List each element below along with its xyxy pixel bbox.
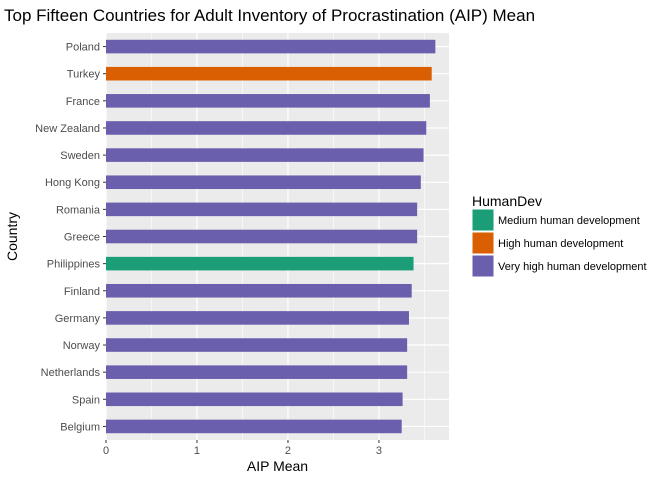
legend-title: HumanDev	[472, 193, 542, 209]
bar-norway	[106, 338, 408, 352]
y-tick-label: Belgium	[60, 421, 100, 433]
legend-label: Very high human development	[498, 261, 647, 273]
bar-hong-kong	[106, 175, 421, 190]
bar-greece	[106, 229, 418, 244]
bar-finland	[106, 283, 412, 298]
bar-belgium	[106, 419, 402, 434]
y-tick-label: Romania	[56, 204, 101, 216]
y-tick-label: Philippines	[47, 259, 101, 271]
y-tick-label: Poland	[66, 42, 100, 54]
bar-sweden	[106, 148, 424, 162]
bar-germany	[106, 311, 409, 325]
x-tick-label: 3	[376, 445, 382, 457]
bars	[106, 39, 436, 434]
legend: HumanDev Medium human development High hu…	[471, 193, 647, 278]
bar-philippines	[106, 256, 414, 271]
bar-new-zealand	[106, 121, 427, 135]
bar-netherlands	[106, 365, 408, 379]
y-tick-label: Finland	[64, 286, 100, 298]
y-tick-label: Norway	[63, 340, 101, 352]
legend-key	[471, 231, 495, 255]
bar-turkey	[106, 66, 432, 81]
chart-title: Top Fifteen Countries for Adult Inventor…	[4, 6, 535, 25]
y-tick-label: France	[66, 96, 100, 108]
bar-france	[106, 94, 430, 108]
y-tick-label: Greece	[64, 232, 100, 244]
legend-key	[471, 208, 495, 232]
bar-romania	[106, 202, 418, 217]
y-tick-label: Sweden	[60, 150, 100, 162]
y-tick-label: New Zealand	[35, 123, 100, 135]
x-tick-label: 2	[285, 445, 291, 457]
y-tick-label: Hong Kong	[45, 177, 100, 189]
bar-spain	[106, 392, 403, 407]
x-tick-label: 0	[103, 445, 109, 457]
y-tick-label: Netherlands	[41, 367, 101, 379]
y-tick-label: Spain	[72, 394, 100, 406]
x-axis-title: AIP Mean	[247, 458, 308, 474]
x-axis: 0 1 2 3	[103, 440, 382, 457]
y-tick-label: Turkey	[67, 69, 101, 81]
legend-key	[471, 254, 495, 278]
y-tick-label: Germany	[55, 313, 101, 325]
legend-label: Medium human development	[498, 215, 640, 227]
x-tick-label: 1	[194, 445, 200, 457]
bar-poland	[106, 39, 436, 54]
y-axis: Poland Turkey France New Zealand Sweden Hong …	[35, 42, 106, 433]
legend-label: High human development	[498, 238, 623, 250]
y-axis-title: Country	[4, 212, 20, 261]
